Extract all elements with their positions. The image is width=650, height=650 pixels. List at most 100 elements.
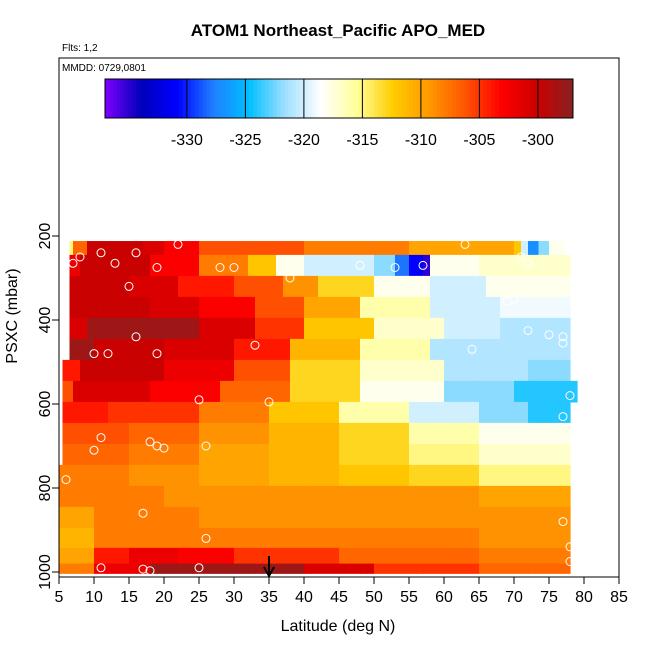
heat-cell (255, 275, 263, 298)
heat-cell (409, 317, 417, 340)
heat-cell (213, 380, 221, 403)
heat-cell (185, 464, 193, 487)
heat-cell (472, 380, 480, 403)
heat-cell (472, 485, 480, 508)
colorbar-swatch (510, 79, 515, 118)
heat-cell (430, 485, 438, 508)
colorbar-swatch (401, 79, 406, 118)
heat-cell (472, 464, 480, 487)
heat-cell (178, 275, 186, 298)
heat-cell (465, 422, 473, 445)
heat-cell (143, 296, 151, 319)
observation-point (264, 397, 274, 407)
heat-cell (437, 241, 445, 256)
heat-cell (563, 485, 571, 508)
heat-cell (269, 422, 277, 445)
heat-cell (339, 422, 347, 445)
heat-cell (157, 464, 165, 487)
heat-cell (360, 527, 368, 549)
heat-cell (514, 359, 522, 382)
x-tick-label: 35 (260, 589, 278, 606)
heat-cell (549, 527, 557, 549)
heat-cell (430, 443, 438, 466)
heat-cell (458, 527, 466, 549)
heat-cell (437, 275, 445, 298)
heat-cell (276, 241, 284, 256)
heat-cell (318, 338, 326, 361)
heat-cell (346, 296, 354, 319)
heat-cell (543, 241, 550, 256)
heat-cell (521, 241, 529, 256)
heat-cell (360, 241, 368, 256)
heat-cell (514, 296, 522, 319)
heat-cell (346, 443, 354, 466)
colorbar-swatch (413, 79, 418, 118)
colorbar-swatch (381, 79, 387, 118)
heat-cell (444, 380, 452, 403)
heat-cell (381, 422, 389, 445)
heat-cell (311, 506, 319, 529)
heat-cell (297, 317, 305, 340)
heat-cell (199, 254, 207, 277)
heat-cell (157, 563, 165, 574)
colorbar-swatch (108, 79, 114, 118)
heat-cell (80, 547, 88, 565)
heat-cell (514, 422, 522, 445)
heat-cell (199, 338, 207, 361)
heat-cell (220, 401, 228, 424)
heat-cell (171, 275, 179, 298)
heat-cell (150, 443, 158, 466)
heat-cell (143, 527, 151, 549)
heat-cell (101, 254, 109, 277)
heat-cell (542, 422, 550, 445)
colorbar-swatch (136, 79, 141, 118)
heat-cell (528, 422, 536, 445)
observation-point (61, 475, 71, 485)
heat-cell (234, 506, 242, 529)
heat-cell (353, 464, 361, 487)
heat-cell (269, 338, 277, 361)
heat-cell (514, 275, 522, 298)
heat-cell (80, 506, 88, 529)
heat-cell (339, 275, 347, 298)
heat-cell (409, 254, 417, 277)
colorbar-frame (104, 78, 574, 119)
heat-cell (311, 338, 319, 361)
colorbar-swatch (323, 79, 328, 118)
observation-point (558, 332, 568, 342)
heat-cell (241, 443, 249, 466)
heat-cell (549, 275, 557, 298)
heat-cell (556, 359, 564, 382)
heat-cell (500, 401, 508, 424)
colorbar-swatch (432, 79, 437, 118)
heat-cell (430, 254, 438, 277)
heat-cell (556, 527, 564, 549)
heat-cell (507, 241, 515, 256)
heat-cell (549, 338, 557, 361)
heat-cell (409, 485, 417, 508)
observation-point (131, 248, 141, 258)
heat-cell (416, 563, 424, 574)
observation-point (390, 263, 400, 272)
heat-cell (472, 296, 480, 319)
heat-cell (248, 547, 256, 565)
heat-cell (248, 464, 256, 487)
observation-point (509, 294, 519, 304)
marker-arrow-head (263, 566, 275, 579)
heat-cell (346, 401, 354, 424)
heat-cell (318, 443, 326, 466)
heat-cell (318, 254, 326, 277)
heat-cell (416, 359, 424, 382)
heat-cell (220, 464, 228, 487)
heat-cell (66, 485, 74, 508)
heat-cell (395, 275, 403, 298)
colorbar-swatch (198, 79, 203, 118)
heat-cell (549, 422, 557, 445)
heat-cell (360, 422, 368, 445)
heat-cell (94, 317, 102, 340)
heat-cell (374, 401, 382, 424)
heat-cell (374, 296, 382, 319)
heat-cell (59, 506, 67, 529)
heat-cell (381, 275, 389, 298)
heat-cell (318, 547, 326, 565)
